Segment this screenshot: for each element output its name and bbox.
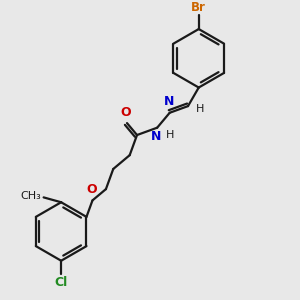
Text: Cl: Cl bbox=[55, 276, 68, 289]
Text: N: N bbox=[164, 95, 174, 108]
Text: N: N bbox=[151, 130, 161, 142]
Text: H: H bbox=[166, 130, 174, 140]
Text: H: H bbox=[196, 104, 204, 114]
Text: O: O bbox=[86, 182, 97, 196]
Text: Br: Br bbox=[191, 2, 206, 14]
Text: CH₃: CH₃ bbox=[20, 191, 41, 201]
Text: O: O bbox=[121, 106, 131, 119]
